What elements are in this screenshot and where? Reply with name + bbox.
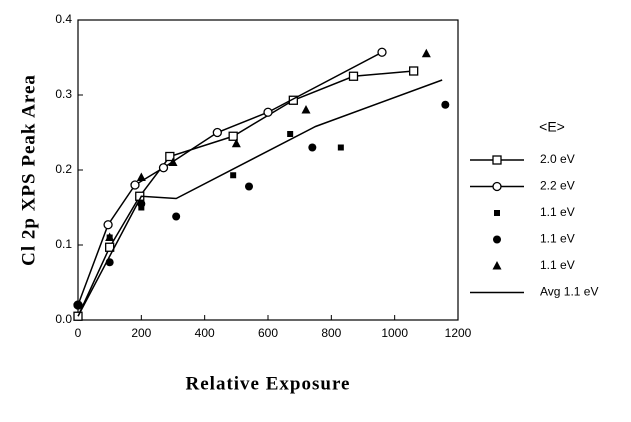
- marker: [136, 172, 146, 181]
- legend-label: 1.1 eV: [540, 258, 575, 272]
- legend-title: <E>: [539, 119, 565, 135]
- legend-label: 1.1 eV: [540, 232, 575, 246]
- legend-label: Avg 1.1 eV: [540, 285, 599, 299]
- marker: [212, 127, 222, 138]
- x-tick-label: 400: [195, 326, 215, 340]
- x-tick-label: 200: [131, 326, 151, 340]
- marker: [377, 47, 387, 57]
- legend-label: 2.2 eV: [540, 179, 575, 193]
- legend-marker: [494, 210, 500, 216]
- marker: [74, 301, 82, 309]
- marker: [263, 107, 273, 117]
- marker: [337, 144, 344, 151]
- marker: [137, 199, 146, 208]
- x-axis-label: Relative Exposure: [186, 373, 351, 394]
- marker: [348, 71, 359, 81]
- legend-marker: [493, 235, 501, 244]
- marker: [103, 220, 113, 230]
- x-tick-label: 1200: [445, 326, 472, 340]
- x-tick-label: 0: [75, 326, 82, 340]
- marker: [301, 105, 311, 114]
- marker: [421, 48, 431, 58]
- legend-label: 1.1 eV: [540, 205, 575, 219]
- marker: [130, 180, 140, 190]
- x-tick-label: 800: [321, 326, 341, 340]
- series-line: [77, 51, 383, 306]
- marker: [168, 157, 178, 166]
- marker: [409, 66, 419, 76]
- x-tick-label: 600: [258, 326, 278, 340]
- marker: [172, 212, 181, 221]
- series-line: [77, 79, 443, 317]
- marker: [230, 172, 237, 179]
- y-tick-label: 0.4: [55, 12, 72, 26]
- legend-marker: [492, 181, 502, 192]
- y-tick-label: 0.1: [55, 237, 72, 251]
- marker: [158, 163, 169, 173]
- marker: [231, 138, 241, 148]
- x-tick-label: 1000: [381, 326, 408, 340]
- marker: [308, 143, 317, 152]
- y-tick-label: 0.2: [55, 162, 72, 176]
- y-tick-label: 0.3: [55, 87, 72, 101]
- marker: [441, 100, 450, 109]
- legend-marker: [492, 261, 502, 270]
- marker: [165, 151, 175, 162]
- y-axis-label: Cl 2p XPS Peak Area: [18, 74, 39, 266]
- marker: [228, 131, 238, 141]
- marker: [287, 131, 294, 137]
- y-tick-label: 0.0: [55, 312, 72, 326]
- legend-label: 2.0 eV: [540, 152, 575, 166]
- plot-frame: [77, 19, 459, 321]
- series-line: [77, 70, 414, 317]
- marker: [245, 182, 253, 191]
- legend-marker: [492, 155, 502, 165]
- marker: [105, 232, 115, 241]
